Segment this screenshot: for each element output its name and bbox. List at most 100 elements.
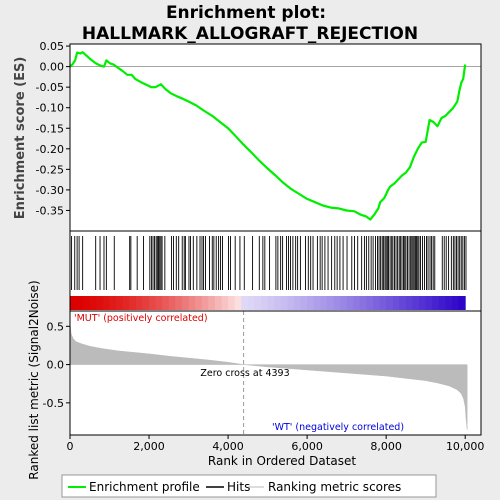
rank-bar-segment (102, 296, 111, 310)
rank-bar-segment (287, 296, 295, 310)
rank-bar-segment (208, 296, 216, 310)
rank-bar-segment (129, 296, 137, 310)
rank-bar-segment (346, 296, 354, 310)
es-y-tick-label: 0.00 (40, 61, 65, 74)
rank-bar-segment (76, 296, 84, 310)
rank-bar-segment (247, 296, 255, 310)
rank-bar-segment (392, 296, 400, 310)
es-panel (70, 44, 481, 231)
es-y-tick-label: 0.05 (40, 40, 65, 53)
es-y-tick-label: -0.30 (36, 184, 64, 197)
legend-hits-label: Hits (227, 480, 250, 494)
chart-title-line2: HALLMARK_ALLOGRAFT_REJECTION (82, 24, 418, 44)
rank-bar-segment (452, 296, 460, 310)
legend-box (61, 474, 437, 498)
rank-bar-segment (142, 296, 150, 310)
rank-bar-segment (313, 296, 321, 310)
rank-bar-segment (214, 296, 222, 310)
axes: 0.050.00-0.05-0.10-0.15-0.20-0.25-0.30-0… (36, 40, 485, 453)
rank-x-tick-label: 2,000 (133, 440, 165, 453)
rank-bar-segment (458, 296, 466, 310)
rank-bar-segment (83, 296, 91, 310)
rank-bar-segment (149, 296, 157, 310)
rank-bar-segment (379, 296, 387, 310)
es-y-tick-label: -0.10 (36, 102, 64, 115)
es-y-tick-label: -0.35 (36, 204, 64, 217)
rank-bar-segment (155, 296, 163, 310)
rank-bar-segment (234, 296, 242, 310)
rank-bar-segment (438, 296, 446, 310)
rank-bar-segment (280, 296, 288, 310)
rank-bar-segment (195, 296, 203, 310)
enrichment-profile-line (69, 51, 467, 221)
rank-color-bar (70, 296, 466, 310)
rank-bar-segment (254, 296, 262, 310)
zero-cross-label: Zero cross at 4393 (200, 368, 289, 379)
legend-profile-label: Enrichment profile (89, 480, 200, 494)
rank-bar-segment (261, 296, 269, 310)
rank-x-tick-label: 10,000 (446, 440, 485, 453)
rank-x-tick-label: 4,000 (212, 440, 244, 453)
rank-x-tick-label: 6,000 (291, 440, 323, 453)
metric-area-fill (69, 322, 468, 430)
rank-bar-segment (122, 296, 130, 310)
rank-bar-segment (432, 296, 440, 310)
rank-bar-segment (168, 296, 176, 310)
grid-lines (70, 66, 481, 435)
rank-bar-segment (201, 296, 209, 310)
rank-bar-segment (412, 296, 420, 310)
legend: Enrichment profile Hits Ranking metric s… (61, 474, 437, 498)
es-y-tick-label: -0.05 (36, 81, 64, 94)
rank-bar-segment (399, 296, 407, 310)
rank-x-tick-label: 0 (67, 440, 74, 453)
metric-area (69, 322, 468, 430)
rank-axis-label: Rank in Ordered Dataset (208, 454, 356, 468)
rank-bar-segment (109, 296, 117, 310)
rank-x-tick-label: 8,000 (370, 440, 402, 453)
rank-bar-segment (326, 296, 334, 310)
rank-bar-segment (70, 296, 78, 310)
rank-bar-segment (405, 296, 413, 310)
negative-correlation-label: 'WT' (negatively correlated) (272, 422, 404, 433)
rank-bar-segment (353, 296, 361, 310)
rank-bar-segment (445, 296, 453, 310)
rank-bar-segment (320, 296, 328, 310)
rank-bar-segment (188, 296, 196, 310)
rank-bar-segment (116, 296, 124, 310)
rank-bar-segment (333, 296, 341, 310)
metric-y-tick-label: 0.5 (47, 320, 65, 333)
rank-bar-segment (221, 296, 229, 310)
chart-title-line1: Enrichment plot: (166, 3, 326, 23)
enrichment-profile (69, 51, 467, 221)
rank-bar-segment (300, 296, 308, 310)
rank-bar-segment (135, 296, 143, 310)
rank-bar-segment (96, 296, 104, 310)
rank-bar-segment (241, 296, 249, 310)
rank-bar-segment (228, 296, 236, 310)
rank-bar-segment (307, 296, 315, 310)
es-y-tick-label: -0.15 (36, 122, 64, 135)
rank-bar-segment (274, 296, 282, 310)
metric-y-tick-label: 0.0 (47, 359, 65, 372)
rank-bar-segment (181, 296, 190, 310)
rank-bar-segment (372, 296, 381, 310)
metric-y-tick-label: -0.5 (43, 397, 64, 410)
es-y-tick-label: -0.20 (36, 143, 64, 156)
rank-bar-segment (340, 296, 348, 310)
rank-bar-segment (162, 296, 170, 310)
es-axis-label: Enrichment score (ES) (13, 57, 28, 220)
rank-bar-segment (386, 296, 394, 310)
legend-metric-label: Ranking metric scores (268, 480, 401, 494)
es-y-tick-label: -0.25 (36, 163, 64, 176)
metric-axis-label: Ranked list metric (Signal2Noise) (27, 280, 41, 479)
rank-bar-segment (419, 296, 427, 310)
rank-bar-segment (425, 296, 433, 310)
rank-bar-segment (89, 296, 97, 310)
rank-bar-segment (267, 296, 275, 310)
rank-bar-segment (359, 296, 367, 310)
rank-bar-segment (175, 296, 183, 310)
rank-bar-segment (366, 296, 374, 310)
rank-bar-segment (293, 296, 302, 310)
hit-markers (71, 236, 467, 290)
